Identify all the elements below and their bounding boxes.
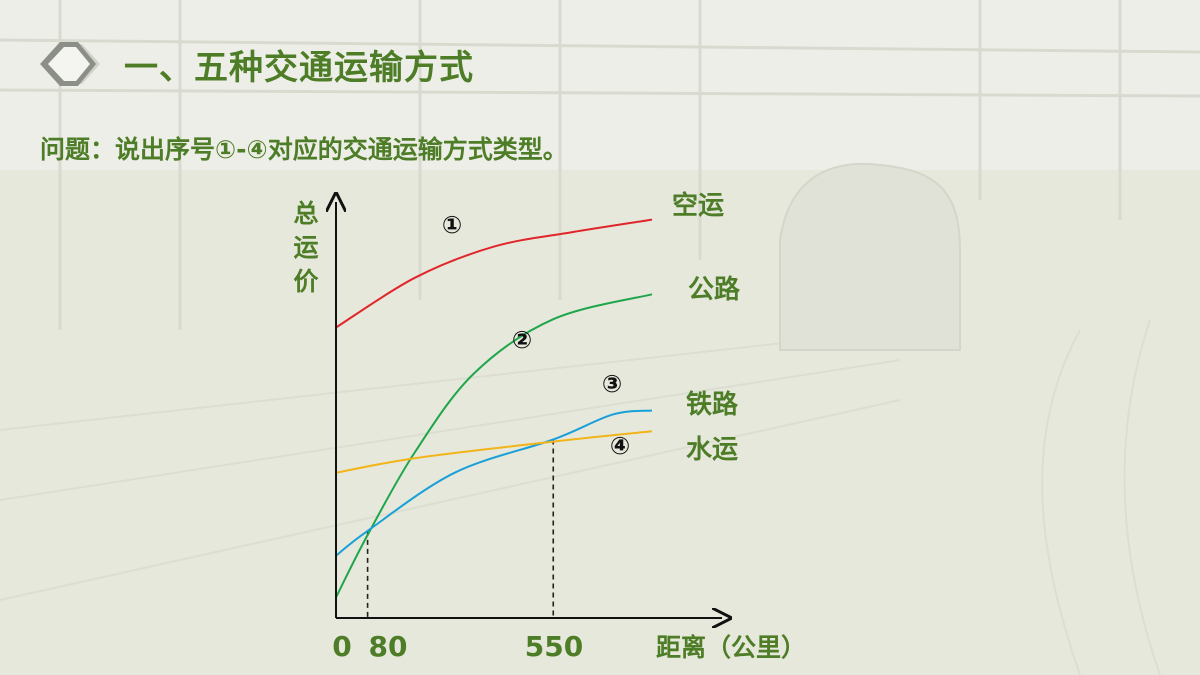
- page-title: 一、五种交通运输方式: [124, 48, 474, 88]
- y-axis-label-text: 总运价: [293, 199, 319, 296]
- series-label-rail: 铁路: [686, 389, 739, 420]
- series-line-water: [335, 430, 653, 474]
- y-axis-label: 总运价: [293, 199, 319, 296]
- question-text: 问题：说出序号①-④对应的交通运输方式类型。: [40, 135, 568, 164]
- series-marker-rail: ③: [602, 370, 622, 398]
- series-line-road: [335, 293, 653, 598]
- x-axis-label: 距离（公里）: [656, 633, 806, 662]
- train-silhouette: [779, 162, 961, 351]
- series-marker-air: ①: [442, 211, 462, 239]
- x-tick-80: 80: [369, 630, 408, 663]
- series-line-rail: [335, 409, 653, 557]
- x-tick-550: 550: [525, 630, 583, 663]
- series-marker-road: ②: [512, 326, 532, 354]
- diamond-title-icon: [40, 42, 100, 86]
- series-label-road: 公路: [688, 274, 741, 305]
- series-label-air: 空运: [672, 190, 724, 221]
- series-line-air: [335, 218, 653, 329]
- series-marker-water: ④: [610, 432, 630, 460]
- x-tick-0: 0: [332, 630, 351, 663]
- series-label-water: 水运: [686, 435, 738, 465]
